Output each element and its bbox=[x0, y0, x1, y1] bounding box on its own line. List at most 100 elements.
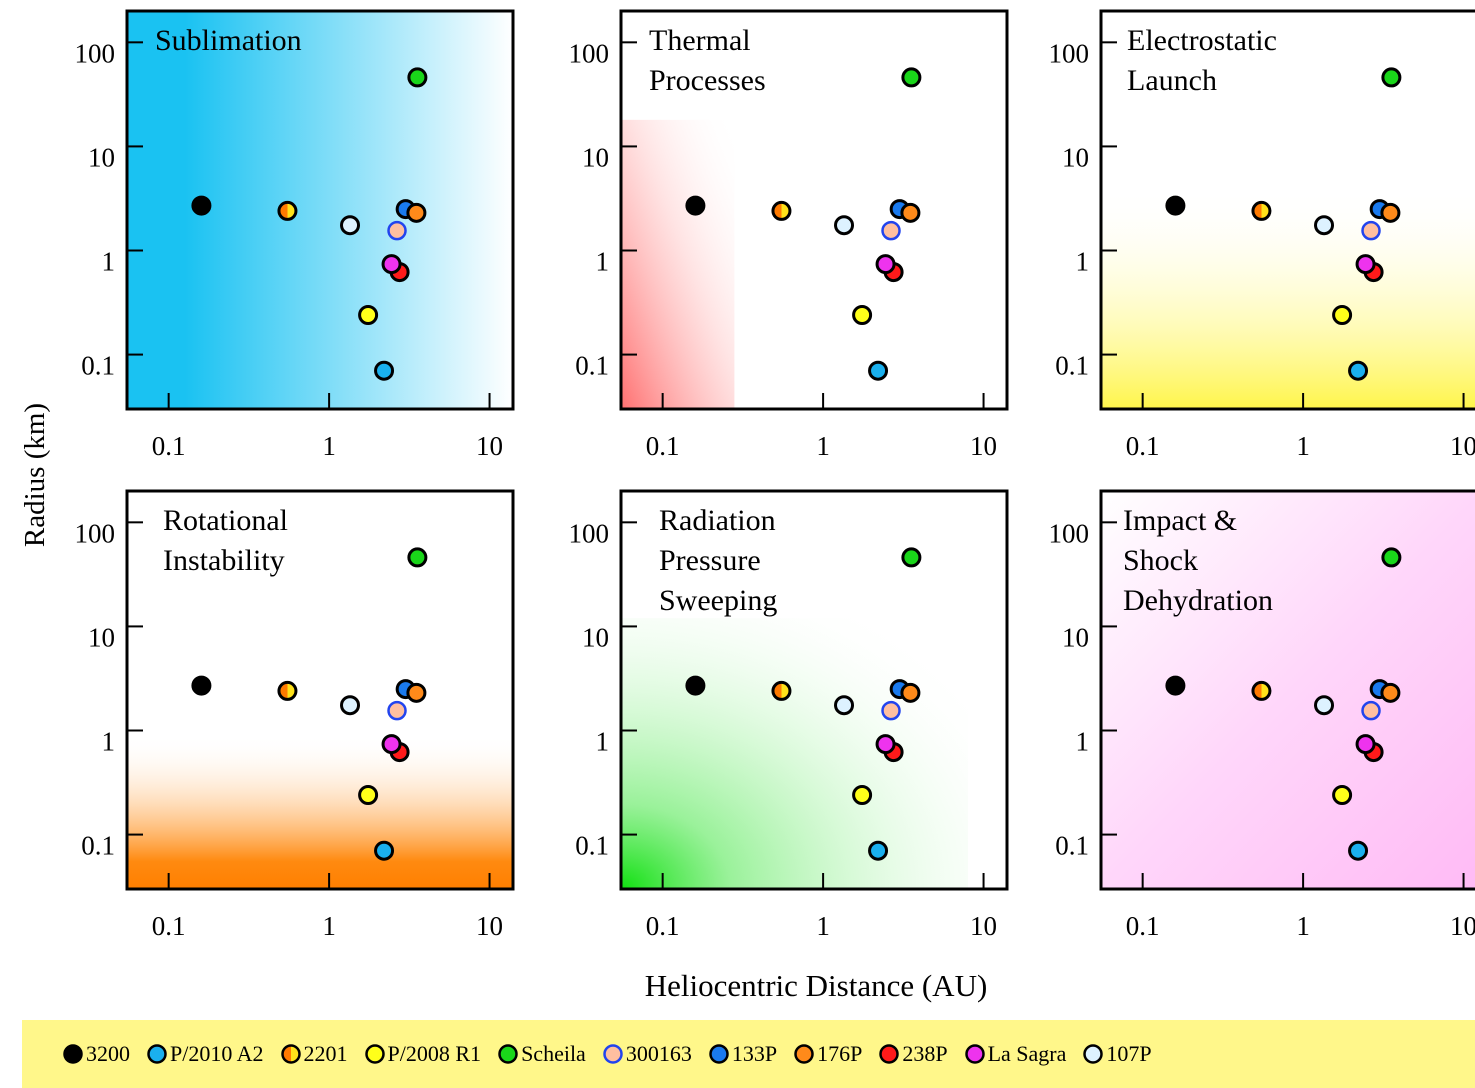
point-2201 bbox=[771, 680, 792, 701]
legend-item-133p: 133P bbox=[708, 1041, 777, 1067]
legend-item-p-2010-a2: P/2010 A2 bbox=[146, 1041, 264, 1067]
points bbox=[1165, 547, 1402, 861]
point-107p bbox=[340, 695, 361, 716]
plot-frame bbox=[125, 9, 515, 411]
x-tick-label: 0.1 bbox=[1126, 431, 1160, 461]
point-p-2008-r1 bbox=[852, 785, 873, 806]
panel-title: Shock bbox=[1123, 544, 1198, 577]
legend-marker bbox=[794, 1044, 814, 1064]
x-tick-label: 10 bbox=[970, 911, 997, 941]
legend-item-2201: 2201 bbox=[280, 1041, 348, 1067]
x-tick-label: 1 bbox=[1296, 431, 1310, 461]
points bbox=[191, 547, 428, 861]
sublimation-region bbox=[127, 11, 513, 409]
legend-item-300163: 300163 bbox=[602, 1041, 692, 1067]
panel-rotational-instability: 0.1 1 10 0.1 1 10 100 Rotational Instability bbox=[75, 489, 515, 941]
panel-title: Instability bbox=[163, 544, 285, 577]
x-tick-label: 10 bbox=[476, 911, 503, 941]
panel-title: Processes bbox=[649, 64, 766, 97]
y-tick-label: 100 bbox=[569, 518, 610, 548]
panel-title: Sublimation bbox=[155, 24, 302, 57]
point-scheila bbox=[407, 547, 428, 568]
electrostatic-region bbox=[1101, 187, 1475, 409]
x-tick-label: 0.1 bbox=[152, 431, 186, 461]
legend-marker bbox=[1083, 1044, 1104, 1064]
y-tick-label: 1 bbox=[1076, 246, 1090, 276]
point-300163 bbox=[387, 700, 407, 721]
point-176p bbox=[1380, 202, 1401, 223]
legend-marker bbox=[364, 1044, 385, 1064]
point-107p bbox=[834, 695, 855, 716]
point-p-2008-r1 bbox=[358, 785, 379, 806]
legend-marker bbox=[879, 1044, 900, 1064]
point-p-2008-r1 bbox=[1332, 305, 1353, 326]
y-tick-label: 0.1 bbox=[81, 831, 115, 861]
point-2201 bbox=[1251, 200, 1272, 221]
point-la-sagra bbox=[875, 734, 896, 755]
point-p-2010-a2 bbox=[868, 360, 889, 381]
points bbox=[685, 67, 922, 381]
point-p-2010-a2 bbox=[1348, 360, 1369, 381]
legend-label: 300163 bbox=[625, 1041, 692, 1066]
point-3200 bbox=[1165, 675, 1186, 696]
point-p-2008-r1 bbox=[852, 305, 873, 326]
y-tick-label: 10 bbox=[1062, 622, 1089, 652]
point-scheila bbox=[901, 67, 922, 88]
legend-item-3200: 3200 bbox=[62, 1041, 130, 1067]
point-3200 bbox=[685, 195, 706, 216]
legend-item-107p: 107P bbox=[1082, 1041, 1152, 1067]
point-300163 bbox=[1361, 220, 1381, 241]
legend-label: 133P bbox=[731, 1041, 778, 1066]
x-tick-label: 1 bbox=[816, 911, 830, 941]
point-300163 bbox=[387, 220, 407, 241]
point-176p bbox=[406, 202, 427, 223]
legend-item-238p: 238P bbox=[878, 1041, 948, 1067]
point-p-2008-r1 bbox=[1332, 785, 1353, 806]
point-la-sagra bbox=[875, 254, 896, 275]
panel-title: Pressure bbox=[659, 544, 761, 577]
plot-frame bbox=[619, 489, 1009, 891]
point-2201 bbox=[277, 680, 298, 701]
legend-label: 3200 bbox=[86, 1041, 130, 1066]
point-2201 bbox=[1251, 680, 1272, 701]
panel-impact-shock-dehydration: 0.1 1 10 0.1 1 10 100 Impact & Shock Dehydration bbox=[1049, 489, 1475, 941]
panel-thermal-processes: 0.1 1 10 0.1 1 10 100 Thermal Processes bbox=[569, 9, 1009, 461]
panel-title: Rotational bbox=[163, 504, 288, 537]
y-tick-label: 0.1 bbox=[81, 351, 115, 381]
point-300163 bbox=[881, 220, 901, 241]
y-tick-label: 100 bbox=[75, 518, 116, 548]
y-tick-label: 10 bbox=[88, 622, 115, 652]
point-176p bbox=[1380, 682, 1401, 703]
point-scheila bbox=[1381, 67, 1402, 88]
rotational-region bbox=[127, 735, 513, 889]
legend-marker bbox=[147, 1044, 167, 1064]
x-tick-label: 10 bbox=[970, 431, 997, 461]
point-la-sagra bbox=[381, 254, 402, 275]
legend-label: P/2010 A2 bbox=[170, 1041, 264, 1066]
legend-label: 176P bbox=[817, 1041, 863, 1066]
legend-marker bbox=[709, 1044, 729, 1064]
x-tick-label: 1 bbox=[816, 431, 830, 461]
y-tick-label: 1 bbox=[596, 246, 610, 276]
x-tick-label: 0.1 bbox=[1126, 911, 1160, 941]
y-tick-label: 0.1 bbox=[575, 831, 609, 861]
x-tick-label: 0.1 bbox=[152, 911, 186, 941]
legend-label: P/2008 R1 bbox=[387, 1041, 482, 1066]
y-tick-label: 1 bbox=[102, 246, 116, 276]
point-107p bbox=[340, 215, 361, 236]
plot-frame bbox=[125, 489, 515, 891]
point-2201 bbox=[277, 200, 298, 221]
point-3200 bbox=[685, 675, 706, 696]
point-176p bbox=[900, 682, 921, 703]
point-la-sagra bbox=[1355, 734, 1376, 755]
x-tick-label: 1 bbox=[322, 431, 336, 461]
point-la-sagra bbox=[381, 734, 402, 755]
point-107p bbox=[834, 215, 855, 236]
y-tick-label: 10 bbox=[582, 622, 609, 652]
point-scheila bbox=[407, 67, 428, 88]
legend-label: 2201 bbox=[303, 1041, 348, 1066]
y-tick-label: 100 bbox=[1049, 518, 1090, 548]
legend-item-scheila: Scheila bbox=[497, 1041, 586, 1067]
panel-title: Launch bbox=[1127, 64, 1217, 97]
